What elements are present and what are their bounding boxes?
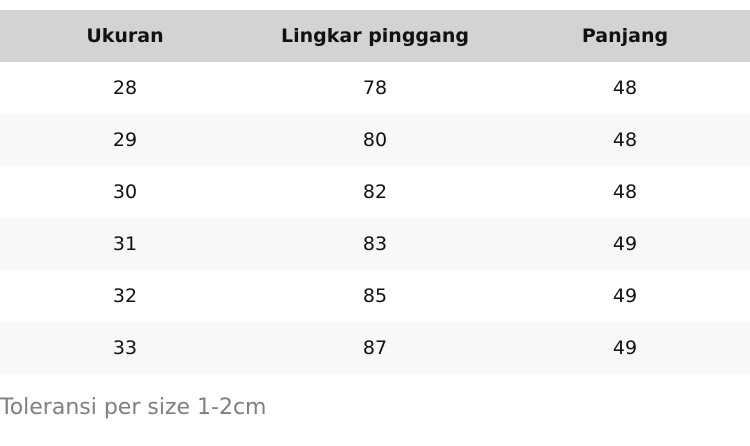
- cell-length: 49: [500, 322, 750, 374]
- cell-size: 32: [0, 270, 250, 322]
- cell-waist: 82: [250, 166, 500, 218]
- cell-size: 33: [0, 322, 250, 374]
- table-row: 33 87 49: [0, 322, 750, 374]
- table-row: 31 83 49: [0, 218, 750, 270]
- cell-waist: 78: [250, 62, 500, 114]
- cell-length: 49: [500, 218, 750, 270]
- cell-length: 48: [500, 166, 750, 218]
- cell-waist: 85: [250, 270, 500, 322]
- header-row: Ukuran Lingkar pinggang Panjang: [0, 10, 750, 62]
- cell-waist: 80: [250, 114, 500, 166]
- cell-length: 49: [500, 270, 750, 322]
- cell-length: 48: [500, 62, 750, 114]
- header-size: Ukuran: [0, 10, 250, 62]
- cell-waist: 87: [250, 322, 500, 374]
- header-length: Panjang: [500, 10, 750, 62]
- cell-size: 31: [0, 218, 250, 270]
- cell-size: 28: [0, 62, 250, 114]
- cell-size: 29: [0, 114, 250, 166]
- table-row: 30 82 48: [0, 166, 750, 218]
- cell-size: 30: [0, 166, 250, 218]
- tolerance-note: Toleransi per size 1-2cm: [0, 395, 267, 420]
- table-row: 29 80 48: [0, 114, 750, 166]
- cell-waist: 83: [250, 218, 500, 270]
- table-row: 32 85 49: [0, 270, 750, 322]
- cell-length: 48: [500, 114, 750, 166]
- header-waist: Lingkar pinggang: [250, 10, 500, 62]
- size-table: Ukuran Lingkar pinggang Panjang 28 78 48 29…: [0, 10, 750, 374]
- table-row: 28 78 48: [0, 62, 750, 114]
